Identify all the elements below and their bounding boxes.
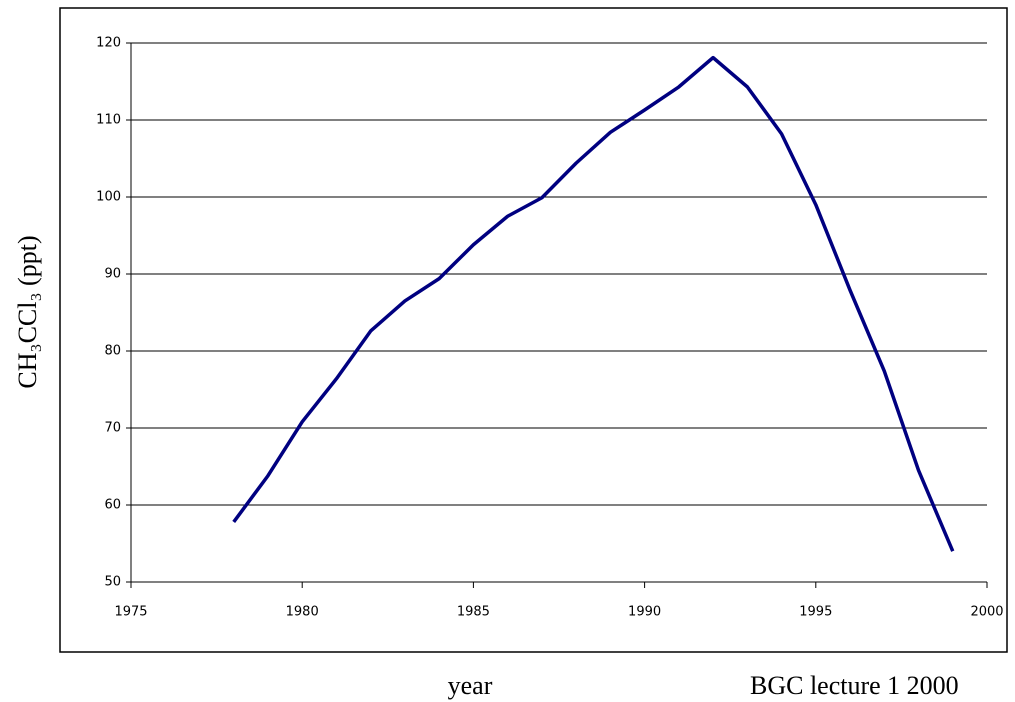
y-tick-label: 100 bbox=[96, 190, 121, 205]
y-tick-label: 50 bbox=[104, 575, 121, 590]
annotation: BGC lecture 1 2000 bbox=[750, 671, 959, 700]
x-tick-label: 1985 bbox=[457, 605, 490, 620]
y-tick-label: 110 bbox=[96, 113, 121, 128]
x-axis-label: year bbox=[448, 671, 493, 700]
x-tick-label: 1990 bbox=[628, 605, 661, 620]
y-tick-label: 70 bbox=[104, 421, 121, 436]
data-line bbox=[232, 55, 955, 552]
x-tick-label: 2000 bbox=[970, 605, 1003, 620]
y-axis-label: CH₃CCl₃ (ppt) bbox=[13, 235, 42, 388]
x-tick-label: 1980 bbox=[286, 605, 319, 620]
y-tick-label: 80 bbox=[104, 344, 121, 359]
chart-frame bbox=[59, 7, 1008, 653]
y-tick-label: 60 bbox=[104, 498, 121, 513]
y-tick-label: 120 bbox=[96, 36, 121, 51]
y-tick-label: 90 bbox=[104, 267, 121, 282]
x-tick-label: 1995 bbox=[799, 605, 832, 620]
x-tick-label: 1975 bbox=[114, 605, 147, 620]
